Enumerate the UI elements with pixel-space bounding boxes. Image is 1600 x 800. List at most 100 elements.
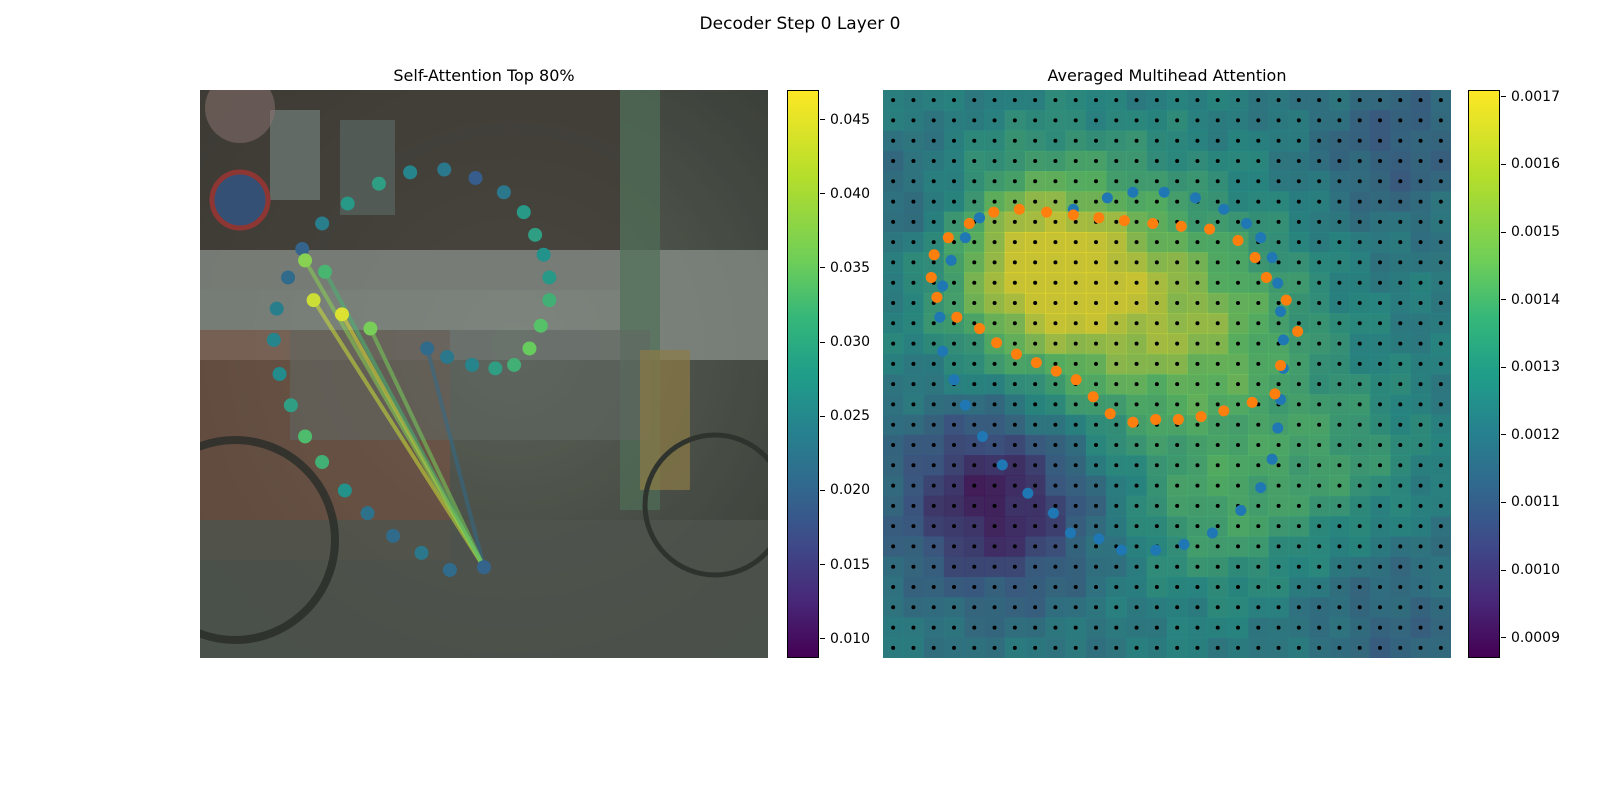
- grid-dot: [1236, 585, 1240, 589]
- grid-dot: [992, 159, 997, 163]
- grid-dot: [1073, 280, 1078, 285]
- grid-dot: [1053, 361, 1058, 366]
- grid-dot: [1317, 138, 1322, 143]
- grid-dot: [1256, 463, 1261, 468]
- blue-point: [959, 232, 971, 244]
- grid-dot: [1236, 118, 1240, 123]
- grid-dot: [1378, 341, 1382, 346]
- grid-dot: [1053, 159, 1058, 163]
- grid-dot: [1236, 524, 1240, 529]
- grid-dot: [1357, 585, 1362, 589]
- grid-dot: [1073, 564, 1078, 569]
- grid-dot: [1296, 219, 1301, 224]
- grid-dot: [1438, 544, 1443, 549]
- attention-point: [488, 361, 503, 376]
- grid-dot: [931, 585, 936, 589]
- grid-dot: [1215, 645, 1220, 650]
- self-attention-points: [266, 162, 557, 577]
- grid-dot: [972, 301, 977, 305]
- blue-point: [1266, 252, 1278, 264]
- grid-dot: [1033, 260, 1038, 265]
- attention-point: [317, 264, 332, 279]
- blue-point: [1235, 504, 1247, 516]
- multihead-attention-plot: [883, 90, 1451, 658]
- blue-point: [1255, 482, 1267, 494]
- grid-dot: [952, 544, 956, 549]
- grid-dot: [1175, 159, 1180, 163]
- grid-dot: [911, 260, 916, 265]
- colorbar-tick-label: 0.0016: [1501, 157, 1560, 171]
- grid-dot: [911, 645, 916, 650]
- grid-dot: [992, 179, 997, 184]
- grid-dot: [972, 138, 977, 143]
- grid-dot: [1114, 524, 1119, 529]
- grid-dot: [1215, 219, 1220, 224]
- grid-dot: [1094, 483, 1098, 488]
- grid-dot: [992, 544, 997, 549]
- grid-dot: [972, 382, 977, 387]
- grid-dot: [911, 98, 916, 103]
- grid-dot: [1195, 443, 1200, 447]
- grid-dot: [1378, 503, 1382, 508]
- orange-point: [951, 311, 963, 323]
- grid-dot: [1317, 260, 1322, 265]
- grid-dot: [1418, 98, 1423, 103]
- grid-dot: [1296, 524, 1301, 529]
- grid-dot: [1033, 382, 1038, 387]
- grid-dot: [1053, 503, 1058, 508]
- grid-dot: [1337, 98, 1342, 103]
- grid-dot: [1134, 463, 1139, 468]
- grid-dot: [1418, 605, 1423, 610]
- grid-dot: [992, 483, 997, 488]
- grid-dot: [1134, 524, 1139, 529]
- grid-dot: [1053, 260, 1058, 265]
- grid-dot: [1215, 280, 1220, 285]
- grid-dot: [1296, 159, 1301, 163]
- attention-point: [360, 506, 375, 521]
- grid-dot: [1276, 524, 1281, 529]
- grid-dot: [1418, 544, 1423, 549]
- grid-dot: [1053, 402, 1058, 407]
- grid-dot: [1378, 625, 1382, 630]
- grid-dot: [952, 179, 956, 184]
- grid-dot: [1012, 240, 1017, 245]
- grid-dot: [1317, 645, 1322, 650]
- grid-dot: [1398, 199, 1403, 204]
- grid-dot: [1094, 361, 1098, 366]
- grid-dot: [1073, 524, 1078, 529]
- grid-dot: [911, 199, 916, 204]
- grid-dot: [1317, 179, 1322, 184]
- grid-dot: [1154, 240, 1159, 245]
- grid-dot: [1398, 463, 1403, 468]
- attention-point: [298, 253, 313, 268]
- grid-dot: [1398, 341, 1403, 346]
- grid-dot: [1438, 159, 1443, 163]
- attention-point: [386, 528, 401, 543]
- grid-dot: [1337, 179, 1342, 184]
- grid-dot: [1296, 605, 1301, 610]
- grid-dot: [1012, 463, 1017, 468]
- blue-point: [1047, 507, 1059, 519]
- grid-dot: [1378, 361, 1382, 366]
- grid-dot: [1357, 605, 1362, 610]
- grid-dot: [1073, 301, 1078, 305]
- grid-dot: [992, 382, 997, 387]
- grid-dot: [1256, 544, 1261, 549]
- attention-point: [283, 398, 298, 413]
- attention-point: [533, 318, 548, 333]
- attention-point: [266, 332, 281, 347]
- grid-dot: [1134, 219, 1139, 224]
- attention-point: [295, 242, 310, 257]
- grid-dot: [1438, 463, 1443, 468]
- attention-point: [528, 227, 543, 242]
- grid-dot: [1256, 321, 1261, 326]
- grid-dot: [1296, 341, 1301, 346]
- grid-dot: [1195, 605, 1200, 610]
- grid-dot: [992, 463, 997, 468]
- self-attention-title: Self-Attention Top 80%: [393, 66, 575, 85]
- grid-dot: [1175, 280, 1180, 285]
- grid-dot: [1296, 402, 1301, 407]
- grid-dot: [891, 118, 896, 123]
- grid-dot: [1418, 585, 1423, 589]
- grid-dot: [1175, 321, 1180, 326]
